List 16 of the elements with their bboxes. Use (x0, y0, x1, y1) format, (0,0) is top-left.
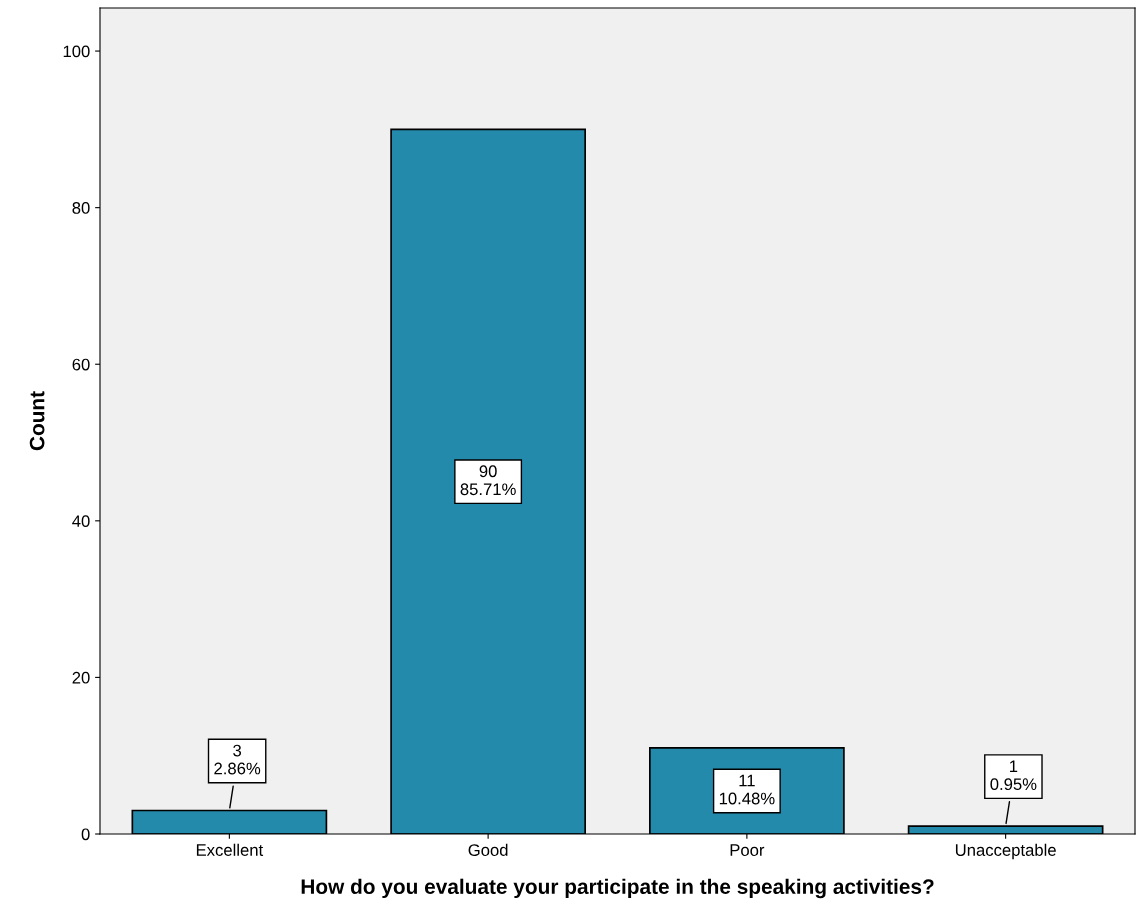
y-tick-label: 60 (72, 358, 90, 371)
x-tick-label: Poor (730, 844, 765, 856)
x-tick-label: Good (468, 843, 508, 856)
y-tick-label: 20 (72, 671, 90, 684)
y-tick-label: 80 (72, 202, 90, 214)
x-axis-title: How do you evaluate your participate in the speaking activities? (301, 878, 934, 899)
data-label: 90 85.71% (460, 465, 516, 496)
data-label: 3 2.86% (214, 744, 261, 775)
x-tick-label: Excellent (196, 843, 264, 856)
y-tick-label: 0 (81, 828, 90, 841)
y-tick-label: 100 (63, 45, 90, 58)
data-label: 11 10.48% (719, 774, 775, 805)
y-axis-title: Count (29, 391, 45, 451)
x-tick-label: Unacceptable (955, 843, 1056, 860)
data-label: 1 0.95% (990, 760, 1037, 791)
y-tick-label: 40 (72, 515, 90, 528)
